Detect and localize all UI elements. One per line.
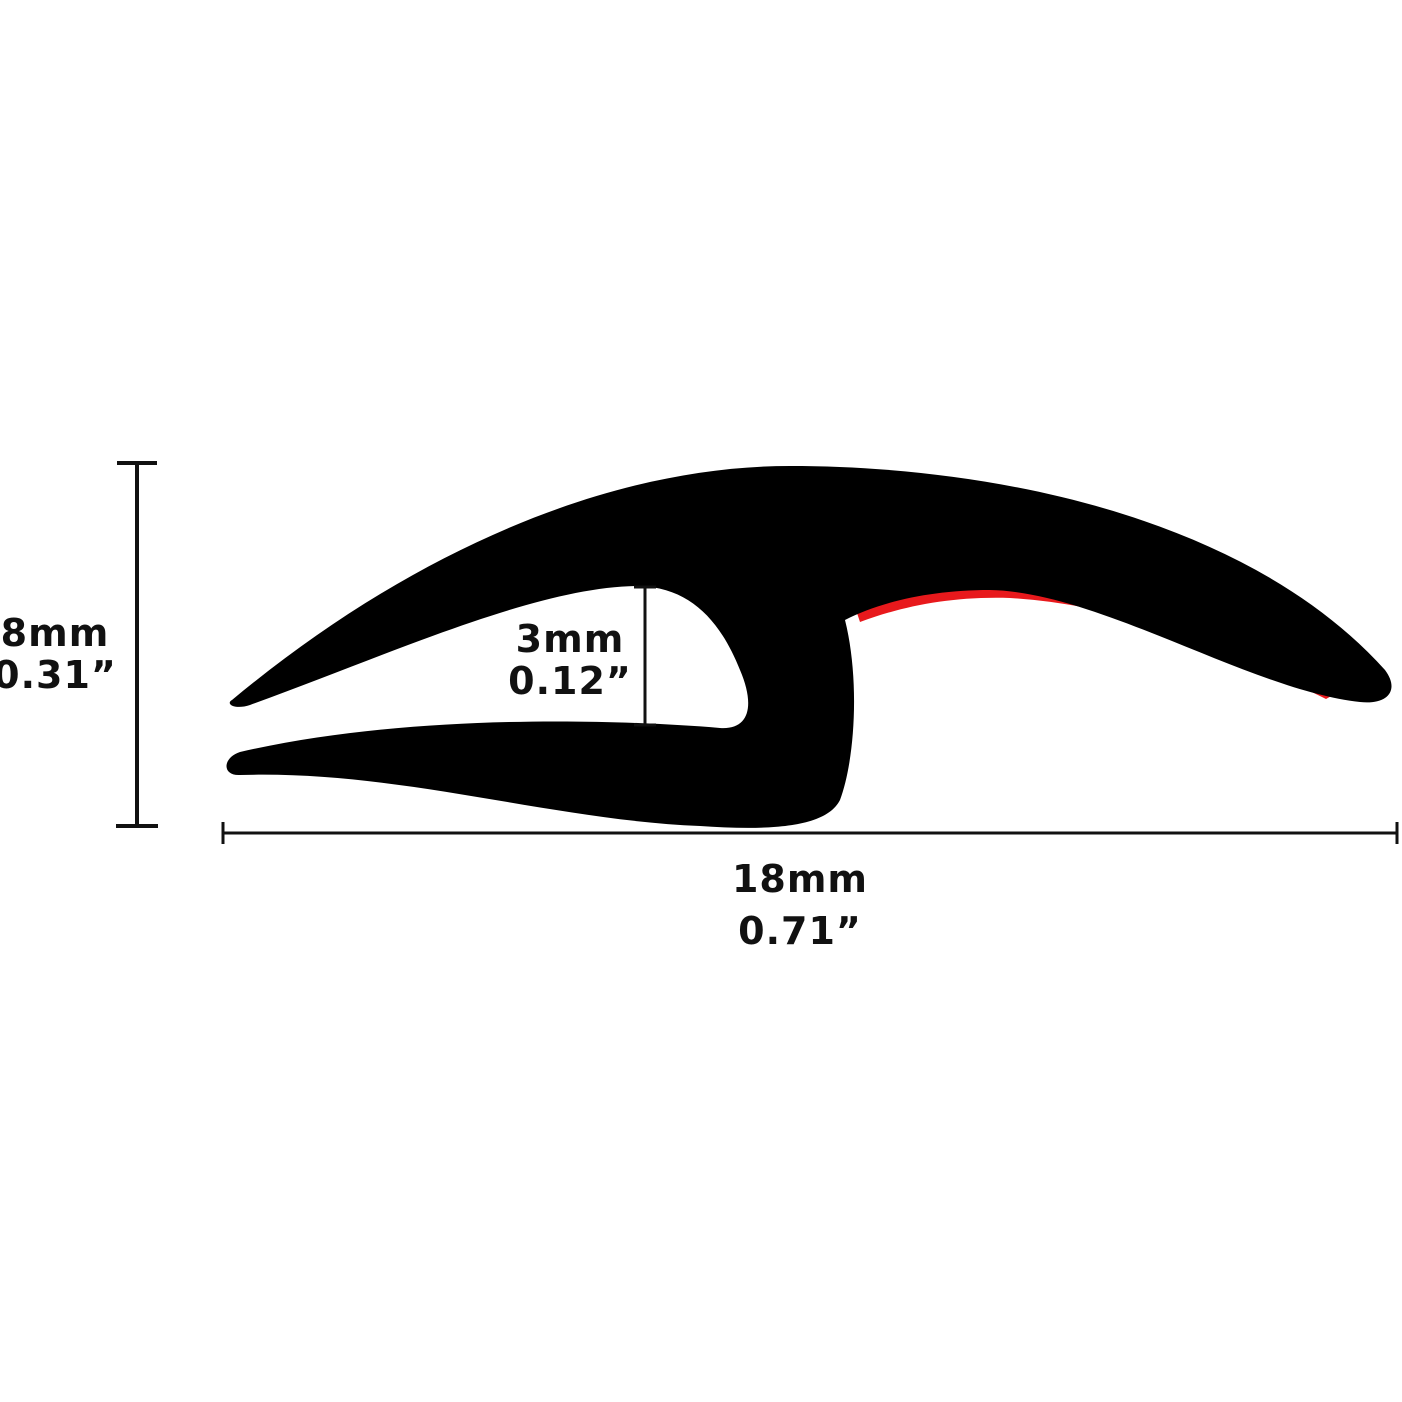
gap-mm: 3mm: [515, 617, 625, 661]
height-dimension-line: [116, 461, 158, 828]
width-label: 18mm 0.71”: [725, 853, 875, 957]
trim-profile-shape: [226, 466, 1392, 828]
height-label: 8mm 0.31”: [0, 612, 120, 696]
width-dimension-line: [221, 822, 1399, 844]
height-inch: 0.31”: [0, 653, 117, 697]
gap-label: 3mm 0.12”: [505, 618, 635, 702]
gap-dimension-line: [634, 585, 656, 727]
gap-inch: 0.12”: [508, 659, 632, 703]
width-inch: 0.71”: [738, 909, 862, 953]
width-mm: 18mm: [731, 857, 869, 901]
height-mm: 8mm: [0, 611, 110, 655]
